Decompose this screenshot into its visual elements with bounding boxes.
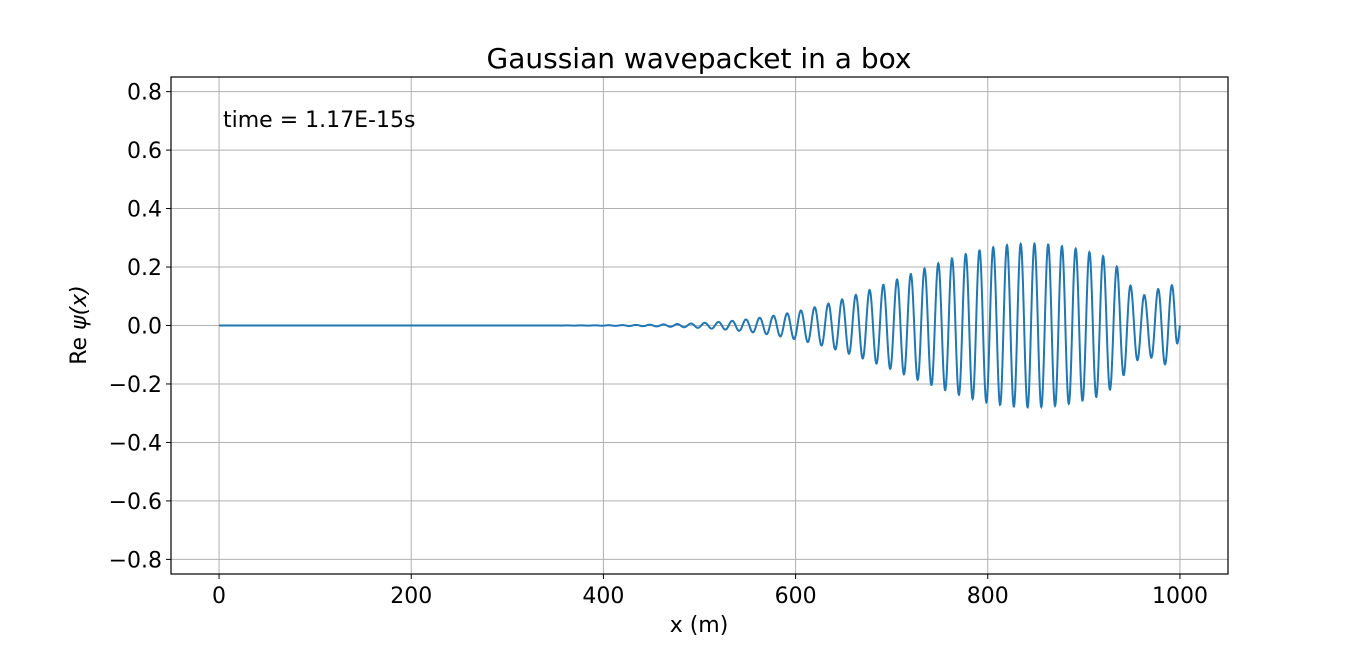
x-tick-label: 200 bbox=[390, 584, 432, 609]
time-annotation: time = 1.17E-15s bbox=[223, 108, 415, 133]
wavepacket-series-line bbox=[219, 241, 1181, 410]
y-tick-label: −0.6 bbox=[109, 490, 162, 515]
y-tick-label: −0.2 bbox=[109, 373, 162, 398]
x-tick-label: 600 bbox=[775, 584, 817, 609]
y-axis-label-math: ψ(x) bbox=[67, 285, 92, 330]
y-tick-label: −0.8 bbox=[109, 548, 162, 573]
series-group bbox=[219, 241, 1181, 410]
chart-title: Gaussian wavepacket in a box bbox=[487, 42, 912, 75]
y-axis-label-prefix: Re bbox=[67, 330, 92, 365]
y-tick-label: 0.6 bbox=[127, 139, 162, 164]
x-tick-label: 1000 bbox=[1152, 584, 1208, 609]
x-tick-label: 0 bbox=[212, 584, 226, 609]
y-axis-label: Re ψ(x) bbox=[67, 285, 92, 365]
y-tick-label: 0.8 bbox=[127, 81, 162, 106]
x-tick-label: 400 bbox=[582, 584, 624, 609]
y-tick-label: 0.0 bbox=[127, 315, 162, 340]
x-axis-label: x (m) bbox=[670, 613, 729, 638]
x-ticks: 0 200 400 600 800 1000 bbox=[212, 574, 1208, 609]
y-tick-label: 0.4 bbox=[127, 198, 162, 223]
y-tick-label: −0.4 bbox=[109, 431, 162, 456]
y-ticks: −0.8 −0.6 −0.4 −0.2 0.0 0.2 0.4 0.6 0.8 bbox=[109, 81, 171, 573]
y-tick-label: 0.2 bbox=[127, 256, 162, 281]
x-tick-label: 800 bbox=[967, 584, 1009, 609]
